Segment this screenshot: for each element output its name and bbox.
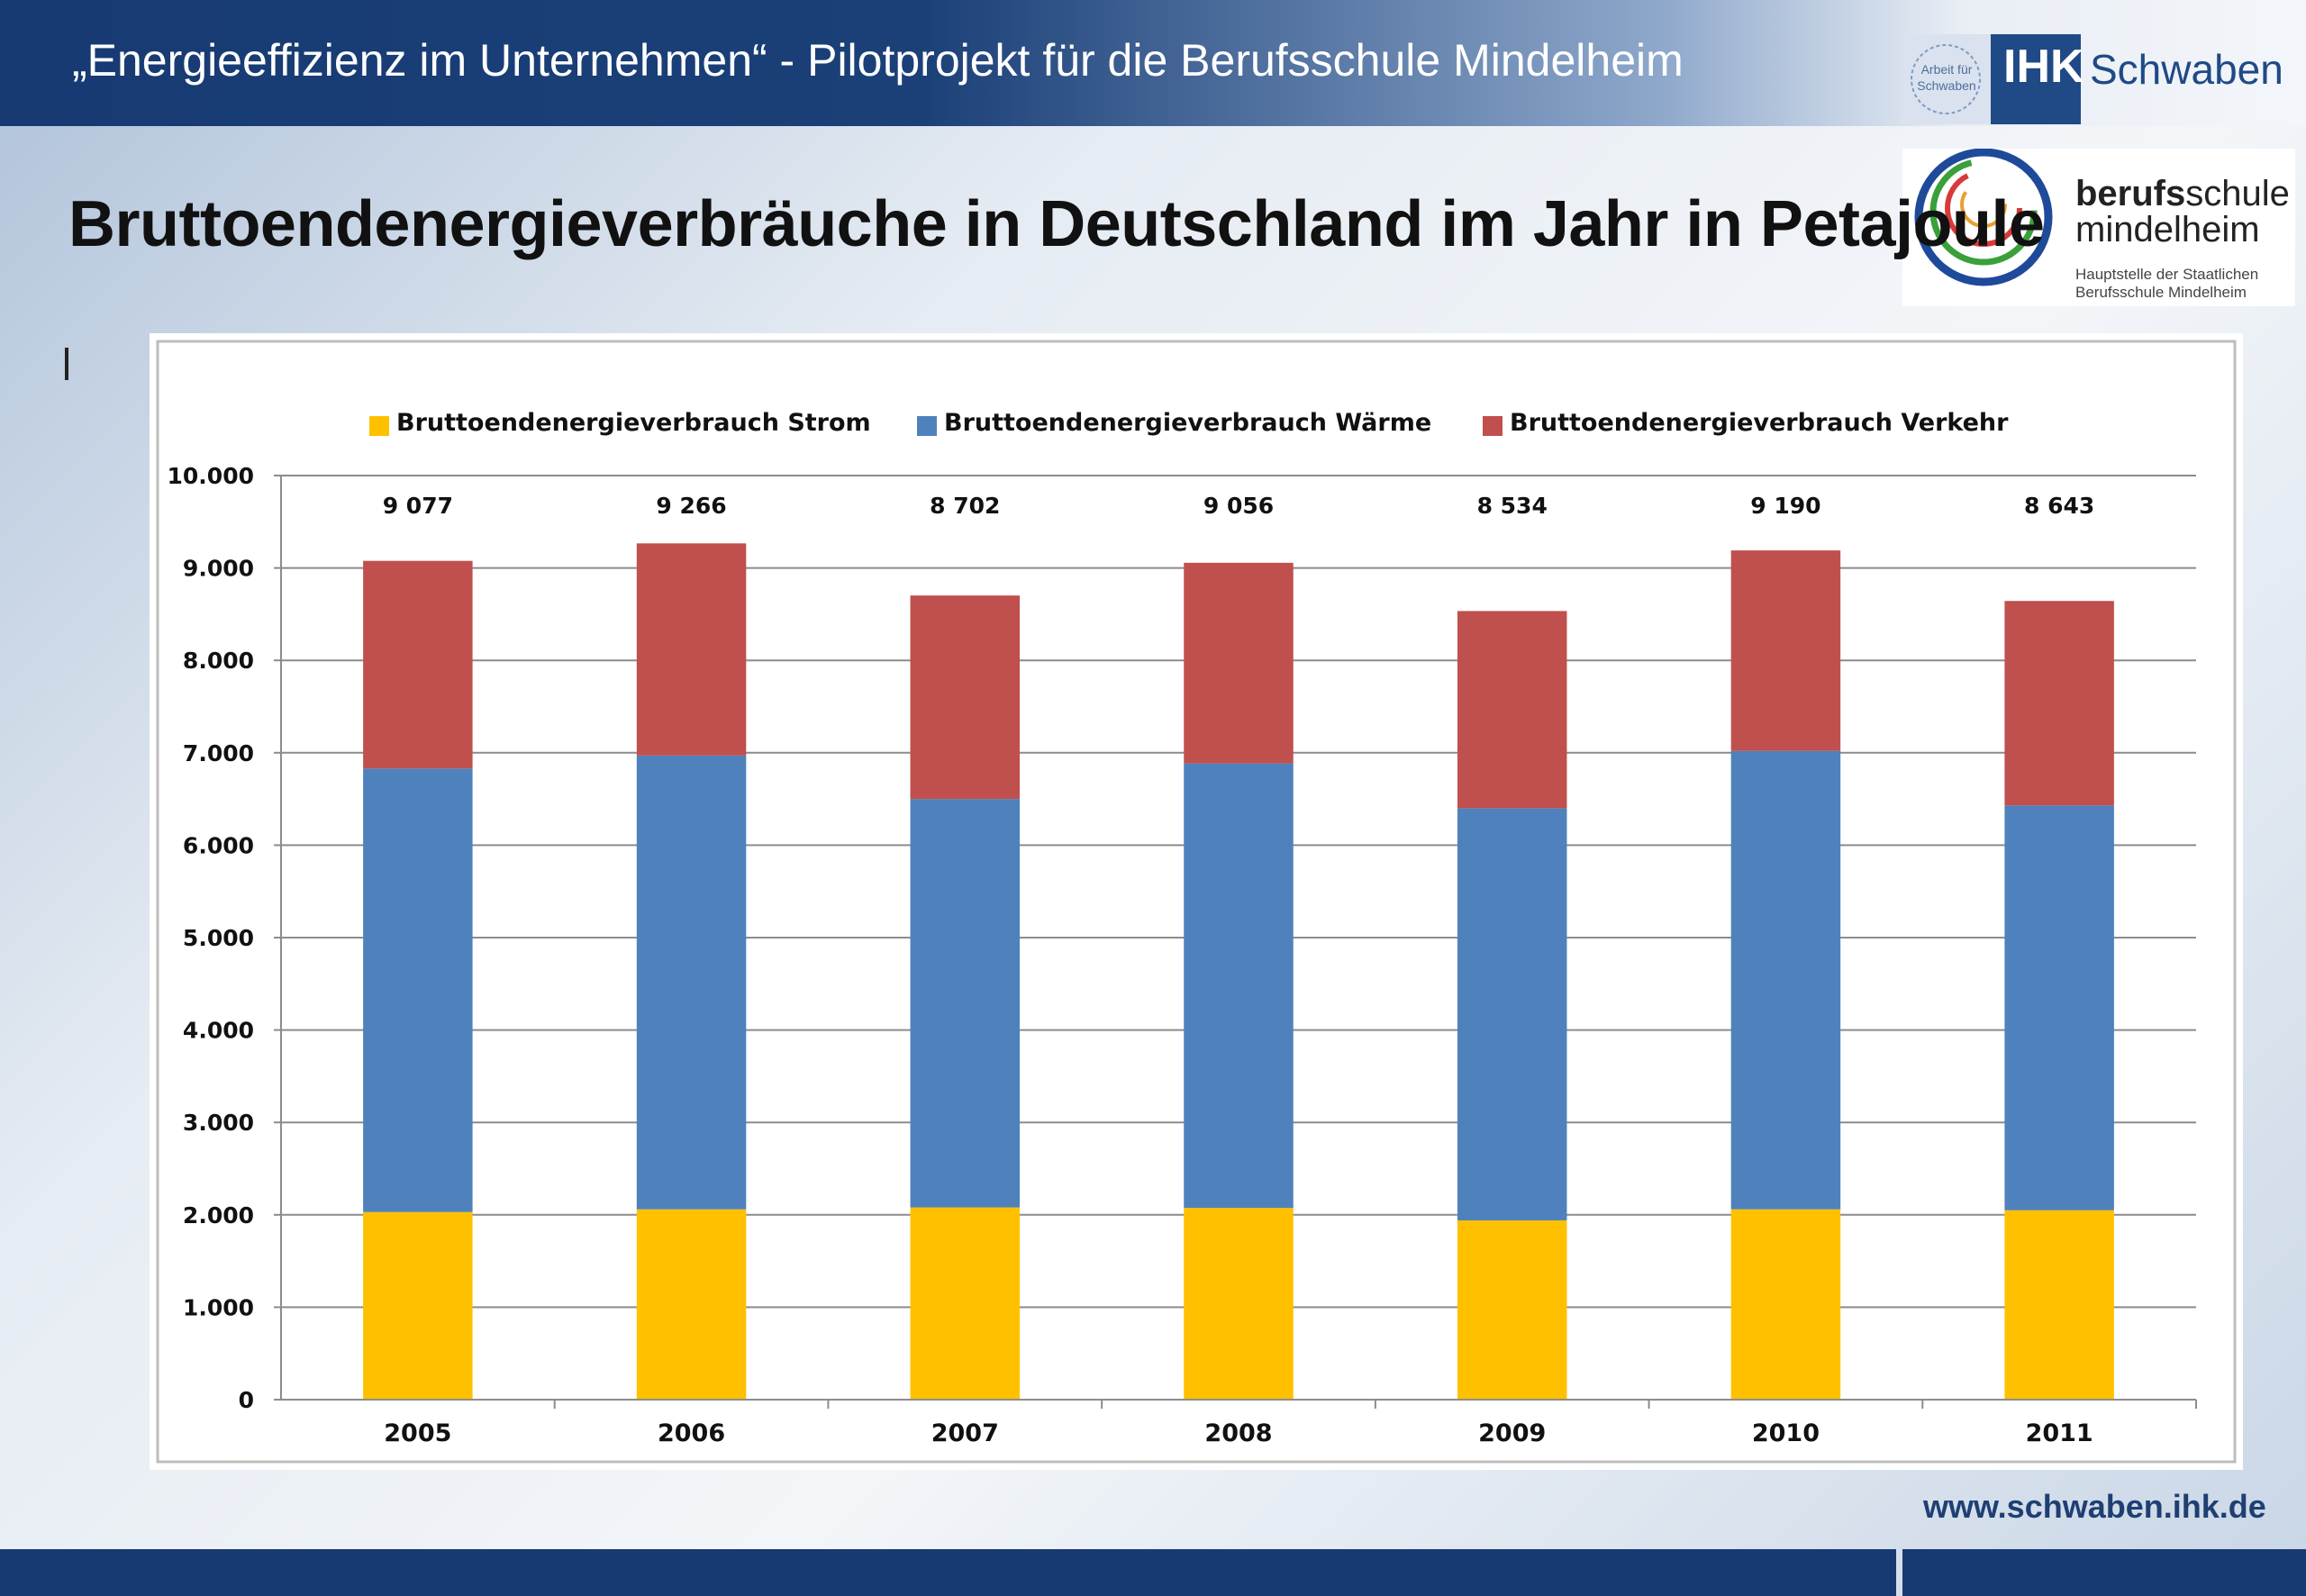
y-tick-label: 1.000 [183, 1294, 254, 1320]
bar-segment [1730, 1209, 1841, 1400]
ihk-seal-icon: Arbeit für Schwaben [1901, 34, 1991, 124]
total-label: 8 643 [2024, 493, 2094, 519]
header-title: „Energieeffizienz im Unternehmen“ - Pilo… [72, 35, 1684, 86]
y-tick-label: 2.000 [183, 1202, 254, 1229]
legend-swatch [917, 416, 937, 436]
bar-segment [910, 799, 1021, 1208]
berufsschule-name-rest: schule [2185, 174, 2290, 213]
labels: 0 1.000 2.000 3.000 4.000 5.000 6.000 7.000 8.00… [168, 463, 2095, 1447]
bar-segment [636, 543, 747, 756]
bar-segment [363, 768, 473, 1212]
bar-segment [1184, 763, 1294, 1209]
legend: Bruttoendenergieverbrauch Strom Bruttoend… [369, 409, 2009, 437]
bar-segment [1457, 1220, 1567, 1400]
x-tick-label: 2007 [931, 1419, 999, 1447]
legend-label: Bruttoendenergieverbrauch Strom [396, 409, 871, 437]
y-tick-label: 10.000 [168, 463, 254, 489]
y-tick-label: 9.000 [183, 556, 254, 582]
bars [363, 543, 2114, 1400]
legend-swatch [369, 416, 389, 436]
berufsschule-name-bold: berufs [2075, 174, 2186, 213]
bar-segment [1730, 550, 1841, 751]
y-tick-label: 7.000 [183, 740, 254, 766]
bar-segment [636, 1209, 747, 1400]
stacked-bar-chart: 0 1.000 2.000 3.000 4.000 5.000 6.000 7.000 8.00… [156, 340, 2237, 1464]
y-tick-label: 5.000 [183, 925, 254, 951]
x-tick-label: 2011 [2026, 1419, 2093, 1447]
bar-segment [910, 1207, 1021, 1400]
footer-bar [0, 1549, 1896, 1596]
x-tick-label: 2005 [384, 1419, 451, 1447]
y-tick-label: 4.000 [183, 1018, 254, 1044]
berufsschule-subtitle: Hauptstelle der Staatlichen Berufsschule… [2075, 266, 2259, 301]
bar-segment [2004, 805, 2114, 1211]
bar-segment [910, 595, 1021, 800]
berufsschule-logo: berufsschule mindelheim Hauptstelle der … [1902, 148, 2295, 306]
total-label: 9 077 [383, 493, 453, 519]
y-tick-label: 3.000 [183, 1110, 254, 1136]
total-label: 9 266 [656, 493, 726, 519]
chart-border [156, 340, 2237, 1464]
ihk-label: IHK [2003, 41, 2084, 93]
legend-label: Bruttoendenergieverbrauch Verkehr [1510, 409, 2009, 437]
berufsschule-name: berufsschule [2075, 174, 2290, 214]
ihk-box [1991, 34, 2081, 124]
berufsschule-emblem-icon [1914, 148, 2053, 286]
legend-label: Bruttoendenergieverbrauch Wärme [944, 409, 1431, 437]
bar-segment [1457, 611, 1567, 809]
x-tick-label: 2006 [658, 1419, 725, 1447]
bar-segment [1184, 562, 1294, 764]
slide-title: Bruttoendenergieverbräuche in Deutschlan… [68, 188, 2045, 260]
footer-url[interactable]: www.schwaben.ihk.de [1923, 1488, 2266, 1525]
bar-segment [363, 1211, 473, 1400]
y-tick-label: 8.000 [183, 648, 254, 674]
y-tick-label: 6.000 [183, 832, 254, 858]
ihk-region: Schwaben [2090, 46, 2283, 93]
y-tick-label: 0 [239, 1387, 254, 1413]
text-cursor [65, 348, 68, 380]
total-label: 9 056 [1203, 493, 1274, 519]
bar-segment [2004, 601, 2114, 806]
x-tick-label: 2008 [1204, 1419, 1272, 1447]
legend-swatch [1483, 416, 1503, 436]
x-tick-label: 2010 [1752, 1419, 1820, 1447]
bar-segment [1184, 1208, 1294, 1400]
ihk-seal-text: Arbeit für Schwaben [1917, 62, 1976, 93]
bar-segment [363, 560, 473, 769]
total-label: 8 702 [930, 493, 1000, 519]
chart-frame: 0 1.000 2.000 3.000 4.000 5.000 6.000 7.000 8.00… [150, 333, 2243, 1470]
x-tick-label: 2009 [1478, 1419, 1546, 1447]
bar-segment [636, 755, 747, 1210]
bar-segment [1457, 808, 1567, 1220]
bar-segment [2004, 1210, 2114, 1400]
footer-bar-right [1902, 1549, 2306, 1596]
axes [274, 475, 2197, 1409]
ihk-schwaben-logo: Arbeit für Schwaben IHK Schwaben [1901, 34, 2283, 126]
bar-segment [1730, 750, 1841, 1210]
total-label: 8 534 [1477, 493, 1548, 519]
berufsschule-city: mindelheim [2075, 210, 2260, 249]
total-label: 9 190 [1750, 493, 1820, 519]
